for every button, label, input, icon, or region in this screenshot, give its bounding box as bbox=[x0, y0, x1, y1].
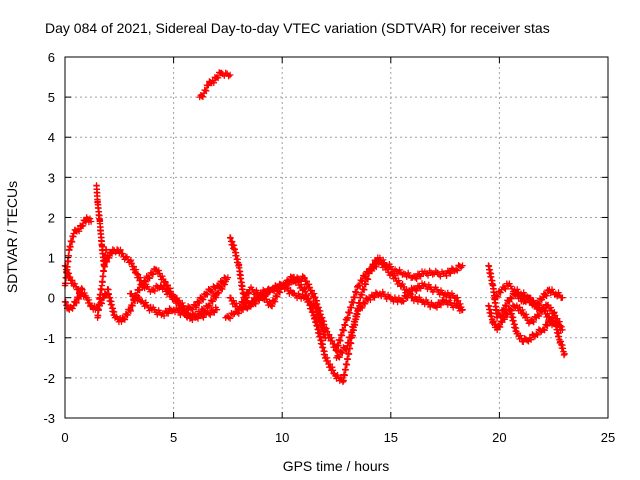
plot-frame bbox=[64, 56, 609, 419]
series-track-o bbox=[507, 306, 568, 359]
series-track-p bbox=[491, 280, 564, 329]
series-track-l bbox=[333, 280, 466, 361]
x-tick-label: 15 bbox=[384, 430, 398, 445]
marker-trace bbox=[491, 280, 564, 329]
marker-trace bbox=[222, 280, 329, 342]
y-tick-label: -1 bbox=[43, 331, 55, 346]
grid bbox=[65, 57, 608, 418]
x-tick-label: 25 bbox=[601, 430, 615, 445]
y-tick-label: 0 bbox=[48, 291, 55, 306]
x-tick-label: 10 bbox=[275, 430, 289, 445]
y-tick-label: 6 bbox=[48, 50, 55, 65]
y-tick-label: 1 bbox=[48, 251, 55, 266]
series-track-h bbox=[196, 69, 234, 101]
series-track-g bbox=[127, 290, 221, 322]
marker-trace bbox=[127, 290, 221, 322]
y-tick-label: -3 bbox=[43, 411, 55, 426]
y-axis-label: SDTVAR / TECUs bbox=[4, 181, 20, 293]
y-tick-label: 2 bbox=[48, 210, 55, 225]
series-track-k bbox=[222, 280, 329, 342]
y-tick-label: 3 bbox=[48, 170, 55, 185]
marker-trace bbox=[196, 69, 234, 101]
marker-trace bbox=[333, 280, 466, 361]
y-tick-label: -2 bbox=[43, 371, 55, 386]
x-axis-label: GPS time / hours bbox=[283, 458, 390, 474]
marker-trace bbox=[507, 306, 568, 359]
y-tick-label: 5 bbox=[48, 90, 55, 105]
x-tick-label: 20 bbox=[492, 430, 506, 445]
x-tick-label: 0 bbox=[61, 430, 68, 445]
axis-ticks: 0 5 10 15 20 25 -3 -2 -1 0 1 2 3 4 5 6 bbox=[43, 50, 615, 445]
y-tick-label: 4 bbox=[48, 130, 55, 145]
x-tick-label: 5 bbox=[170, 430, 177, 445]
chart-title: Day 084 of 2021, Sidereal Day-to-day VTE… bbox=[45, 20, 550, 36]
